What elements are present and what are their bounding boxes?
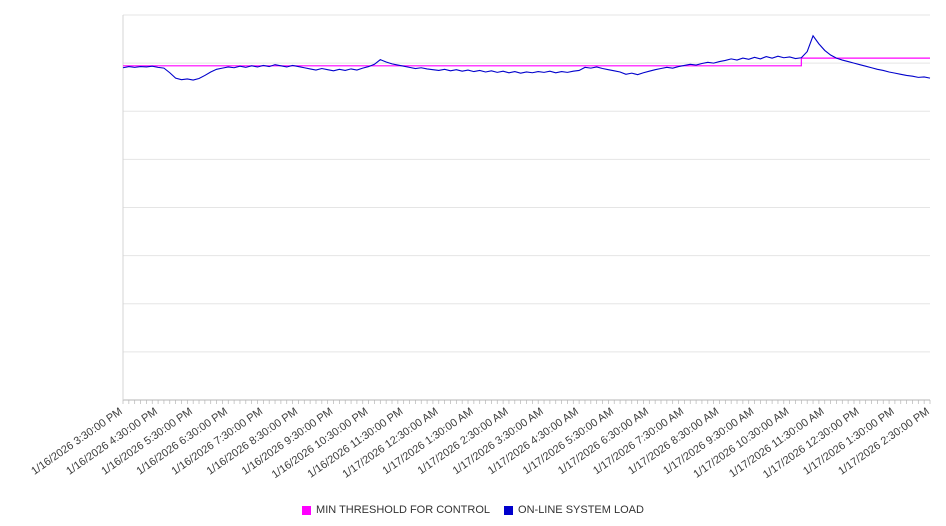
x-tick-labels: 1/16/2026 3:30:00 PM1/16/2026 4:30:00 PM… [29,406,932,481]
legend-swatch-load-icon [504,505,514,515]
load-line [122,34,931,81]
gridlines [123,14,930,401]
chart-legend: MIN THRESHOLD FOR CONTROL ON-LINE SYSTEM… [0,504,946,516]
legend-label-load: ON-LINE SYSTEM LOAD [518,504,644,516]
legend-label-threshold: MIN THRESHOLD FOR CONTROL [316,504,491,516]
chart-svg: 1/16/2026 3:30:00 PM1/16/2026 4:30:00 PM… [29,14,932,481]
legend-swatch-threshold-icon [302,505,312,515]
threshold-line [123,57,930,67]
legend-item-load: ON-LINE SYSTEM LOAD [504,504,644,516]
x-axis-ticks [122,400,931,404]
legend-item-threshold: MIN THRESHOLD FOR CONTROL [302,504,490,516]
